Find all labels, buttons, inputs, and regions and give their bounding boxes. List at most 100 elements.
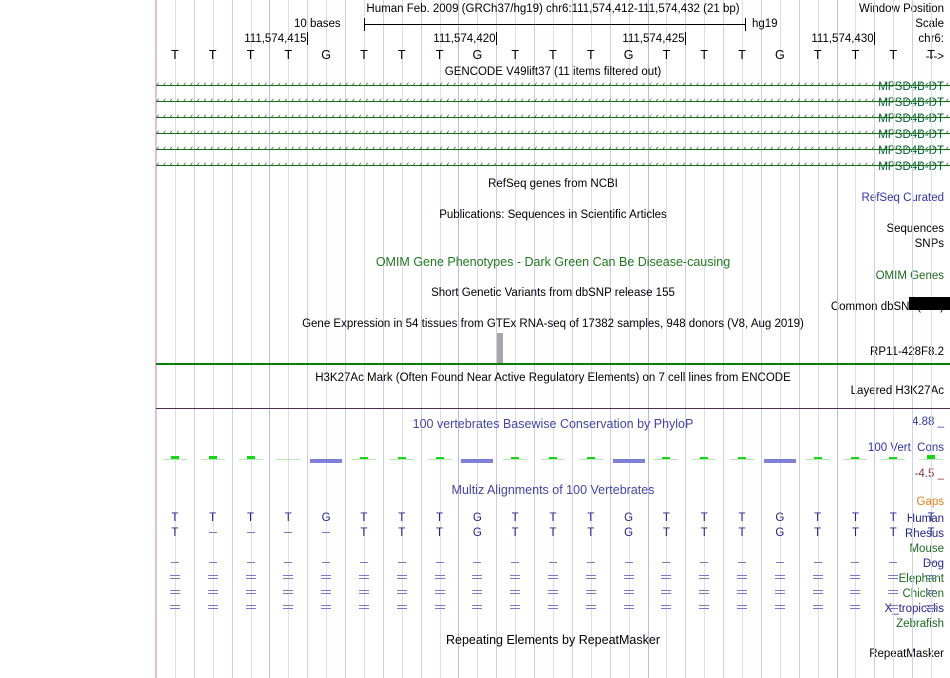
- sequence-base: T: [586, 48, 595, 62]
- conservation-bar-positive[interactable]: [397, 456, 406, 459]
- layered-h3k27ac-label[interactable]: Layered H3K27Ac: [850, 385, 944, 397]
- gencode-transcript-row[interactable]: ‹‹‹‹‹‹‹‹‹‹‹‹‹‹‹‹‹‹‹‹‹‹‹‹‹‹‹‹‹‹‹‹‹‹‹‹‹‹‹‹…: [156, 96, 950, 107]
- gencode-gene-label-3[interactable]: MFSD4B-DT: [795, 113, 950, 125]
- multiz-unaligned-mark: [397, 562, 406, 563]
- gtex-expression-bar[interactable]: [497, 333, 503, 365]
- conservation-bar-positive[interactable]: [586, 456, 595, 459]
- multiz-base-elephant: [912, 572, 950, 582]
- conservation-bar-positive[interactable]: [927, 454, 936, 459]
- conservation-label[interactable]: 100 Vert. Cons: [867, 442, 944, 454]
- multiz-gap-mark: [396, 575, 407, 576]
- species-label-rhesus[interactable]: Rhesus: [905, 528, 944, 540]
- grid-line: [723, 0, 724, 678]
- gencode-strand-arrows: ‹‹‹‹‹‹‹‹‹‹‹‹‹‹‹‹‹‹‹‹‹‹‹‹‹‹‹‹‹‹‹‹‹‹‹‹‹‹‹‹…: [156, 160, 950, 170]
- grid-line-minor: [515, 0, 516, 678]
- grid-line-minor: [780, 0, 781, 678]
- gencode-transcript-row[interactable]: ‹‹‹‹‹‹‹‹‹‹‹‹‹‹‹‹‹‹‹‹‹‹‹‹‹‹‹‹‹‹‹‹‹‹‹‹‹‹‹‹…: [156, 128, 950, 139]
- multiz-base-human: T: [511, 512, 519, 524]
- multiz-gap-mark: [472, 578, 483, 579]
- conservation-bar-positive[interactable]: [889, 456, 898, 459]
- conservation-bar-positive[interactable]: [738, 456, 747, 459]
- conservation-bar-negative[interactable]: [763, 458, 796, 463]
- multiz-base-rhesus: G: [775, 527, 785, 539]
- conservation-bar-positive[interactable]: [511, 456, 520, 459]
- conservation-baseline: [427, 459, 452, 460]
- genome-browser-data-pane[interactable]: Human Feb. 2009 (GRCh37/hg19) chr6:111,5…: [156, 0, 950, 678]
- sequence-base: G: [623, 48, 634, 62]
- sequence-base: T: [284, 48, 293, 62]
- species-label-elephant[interactable]: Elephant: [898, 573, 944, 585]
- grid-line: [496, 0, 497, 678]
- conservation-bar-positive[interactable]: [851, 456, 860, 459]
- gencode-gene-label-6[interactable]: MFSD4B-DT: [795, 161, 950, 173]
- multiz-base-chicken: [307, 587, 345, 597]
- omim-genes-label[interactable]: OMIM Genes: [875, 270, 944, 282]
- sequence-base: G: [774, 48, 785, 62]
- gencode-transcript-row[interactable]: ‹‹‹‹‹‹‹‹‹‹‹‹‹‹‹‹‹‹‹‹‹‹‹‹‹‹‹‹‹‹‹‹‹‹‹‹‹‹‹‹…: [156, 160, 950, 171]
- refseq-curated-label[interactable]: RefSeq Curated: [861, 192, 944, 204]
- multiz-base-human: T: [171, 512, 179, 524]
- multiz-base-rhesus: T: [511, 527, 519, 539]
- dbsnp-variant-feature[interactable]: [909, 297, 950, 310]
- conservation-bar-positive[interactable]: [170, 455, 179, 459]
- multiz-gap-mark: [737, 578, 748, 579]
- conservation-baseline: [578, 459, 603, 460]
- conservation-bar-negative[interactable]: [612, 458, 645, 463]
- gencode-strand-arrows: ‹‹‹‹‹‹‹‹‹‹‹‹‹‹‹‹‹‹‹‹‹‹‹‹‹‹‹‹‹‹‹‹‹‹‹‹‹‹‹‹…: [156, 128, 950, 138]
- multiz-base-x_tropicalis: [345, 602, 383, 612]
- gtex-gene-label[interactable]: RP11-428F8.2: [870, 346, 944, 358]
- multiz-base-x_tropicalis: [648, 602, 686, 612]
- multiz-base-rhesus: T: [587, 527, 595, 539]
- conservation-bar-positive[interactable]: [208, 455, 217, 459]
- multiz-base-elephant: [269, 572, 307, 582]
- conservation-bar-negative[interactable]: [310, 458, 343, 463]
- multiz-gap-mark: [510, 578, 521, 579]
- sequence-base: T: [208, 48, 217, 62]
- species-label-zebrafish[interactable]: Zebrafish: [896, 618, 944, 630]
- multiz-base-x_tropicalis: [194, 602, 232, 612]
- repeatmasker-label[interactable]: RepeatMasker: [869, 648, 944, 660]
- multiz-gap-mark: [623, 605, 634, 606]
- conservation-bar-positive[interactable]: [246, 455, 255, 459]
- gencode-transcript-row[interactable]: ‹‹‹‹‹‹‹‹‹‹‹‹‹‹‹‹‹‹‹‹‹‹‹‹‹‹‹‹‹‹‹‹‹‹‹‹‹‹‹‹…: [156, 112, 950, 123]
- species-label-mouse[interactable]: Mouse: [909, 543, 944, 555]
- multiz-base-elephant: [761, 572, 799, 582]
- publications-track-title: Publications: Sequences in Scientific Ar…: [439, 209, 667, 221]
- sequence-base: T: [662, 48, 671, 62]
- multiz-base-elephant: [232, 572, 270, 582]
- gencode-transcript-row[interactable]: ‹‹‹‹‹‹‹‹‹‹‹‹‹‹‹‹‹‹‹‹‹‹‹‹‹‹‹‹‹‹‹‹‹‹‹‹‹‹‹‹…: [156, 80, 950, 91]
- conservation-bar-negative[interactable]: [461, 458, 494, 463]
- multiz-base-elephant: [421, 572, 459, 582]
- conservation-baseline: [654, 459, 679, 460]
- multiz-base-elephant: [383, 572, 421, 582]
- species-label-x-tropicalis[interactable]: X_tropicalis: [884, 603, 944, 615]
- sequence-base: T: [700, 48, 709, 62]
- conservation-bar-positive[interactable]: [549, 456, 557, 459]
- grid-line-minor: [477, 0, 478, 678]
- h3k27ac-track-title: H3K27Ac Mark (Often Found Near Active Re…: [315, 372, 791, 384]
- gencode-transcript-row[interactable]: ‹‹‹‹‹‹‹‹‹‹‹‹‹‹‹‹‹‹‹‹‹‹‹‹‹‹‹‹‹‹‹‹‹‹‹‹‹‹‹‹…: [156, 144, 950, 155]
- gencode-strand-arrows: ‹‹‹‹‹‹‹‹‹‹‹‹‹‹‹‹‹‹‹‹‹‹‹‹‹‹‹‹‹‹‹‹‹‹‹‹‹‹‹‹…: [156, 112, 950, 122]
- conservation-bar-positive[interactable]: [435, 456, 444, 459]
- publications-sequences-label[interactable]: Sequences: [886, 223, 944, 235]
- multiz-base-human: T: [284, 512, 292, 524]
- multiz-gap-mark: [169, 590, 180, 591]
- gencode-gene-label-1[interactable]: MFSD4B-DT: [795, 81, 950, 93]
- gencode-transcript-line: [156, 149, 950, 150]
- multiz-base-chicken: [421, 587, 459, 597]
- multiz-gap-mark: [245, 608, 256, 609]
- multiz-base-human: T: [549, 512, 557, 524]
- species-label-dog[interactable]: Dog: [922, 558, 944, 570]
- publications-snps-label[interactable]: SNPs: [914, 238, 944, 250]
- conservation-bar-positive[interactable]: [813, 456, 822, 459]
- conservation-bar-positive[interactable]: [700, 456, 709, 459]
- multiz-base-x_tropicalis: [156, 602, 194, 612]
- species-label-human[interactable]: Human: [906, 513, 944, 525]
- multiz-gap-mark: [321, 590, 332, 591]
- gencode-gene-label-5[interactable]: MFSD4B-DT: [795, 145, 950, 157]
- gencode-gene-label-4[interactable]: MFSD4B-DT: [795, 129, 950, 141]
- conservation-bar-positive[interactable]: [359, 456, 368, 459]
- conservation-bar-positive[interactable]: [662, 456, 671, 459]
- gencode-gene-label-2[interactable]: MFSD4B-DT: [795, 97, 950, 109]
- multiz-base-x_tropicalis: [421, 602, 459, 612]
